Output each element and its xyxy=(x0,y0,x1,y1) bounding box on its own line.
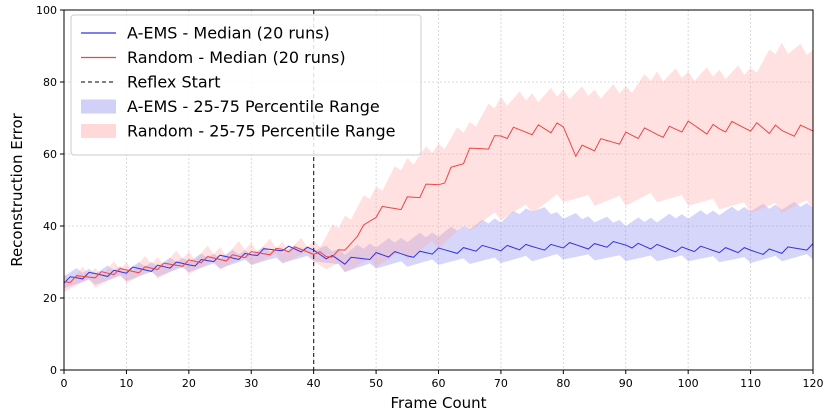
legend-swatch-aems-band xyxy=(81,99,116,114)
legend-item-aems-band: A-EMS - 25-75 Percentile Range xyxy=(81,97,380,116)
percentile-bands xyxy=(64,42,813,293)
x-tick-label: 60 xyxy=(432,377,446,390)
x-axis-label: Frame Count xyxy=(390,394,486,412)
legend-item-aems-median: A-EMS - Median (20 runs) xyxy=(81,24,330,43)
y-tick-label: 80 xyxy=(43,76,57,89)
y-tick-label: 20 xyxy=(43,292,57,305)
legend-frame xyxy=(70,14,422,156)
legend-label-random-median: Random - Median (20 runs) xyxy=(127,48,346,67)
legend-item-reflex-start: Reflex Start xyxy=(81,73,221,92)
x-tick-label: 0 xyxy=(61,377,68,390)
legend-label-random-band: Random - 25-75 Percentile Range xyxy=(127,122,396,141)
x-tick-label: 80 xyxy=(556,377,570,390)
series-line-random-median-20-runs xyxy=(63,120,814,284)
y-tick-label: 40 xyxy=(43,220,57,233)
band-random-25-75-percentile-range xyxy=(64,42,813,293)
legend-item-random-band: Random - 25-75 Percentile Range xyxy=(81,122,396,141)
y-tick-label: 0 xyxy=(50,364,57,377)
y-axis-label: Reconstruction Error xyxy=(8,112,26,266)
x-tick-label: 50 xyxy=(369,377,383,390)
legend-swatch-random-band xyxy=(81,124,116,138)
legend-label-aems-median: A-EMS - Median (20 runs) xyxy=(127,24,330,43)
legend: A-EMS - Median (20 runs) Random - Median… xyxy=(70,14,422,156)
legend-label-reflex-start: Reflex Start xyxy=(127,73,221,92)
x-tick-label: 30 xyxy=(244,377,258,390)
axes xyxy=(60,9,814,374)
x-tick-label: 40 xyxy=(307,377,321,390)
x-tick-label: 110 xyxy=(740,377,761,390)
x-tick-label: 90 xyxy=(619,377,633,390)
legend-item-random-median: Random - Median (20 runs) xyxy=(81,48,346,67)
legend-label-aems-band: A-EMS - 25-75 Percentile Range xyxy=(127,97,380,116)
x-tick-label: 100 xyxy=(678,377,699,390)
x-tick-label: 10 xyxy=(119,377,133,390)
y-tick-label: 60 xyxy=(43,148,57,161)
y-tick-label: 100 xyxy=(36,4,57,17)
tick-labels: 0 10 20 30 40 50 60 70 80 90 100 110 120 0 20 40 60 80 100 xyxy=(36,4,824,390)
band-a-ems-25-75-percentile-range xyxy=(64,201,813,289)
x-tick-label: 20 xyxy=(182,377,196,390)
median-lines xyxy=(63,120,814,284)
x-tick-label: 70 xyxy=(494,377,508,390)
series-line-a-ems-median-20-runs xyxy=(63,240,814,284)
x-tick-label: 120 xyxy=(803,377,824,390)
